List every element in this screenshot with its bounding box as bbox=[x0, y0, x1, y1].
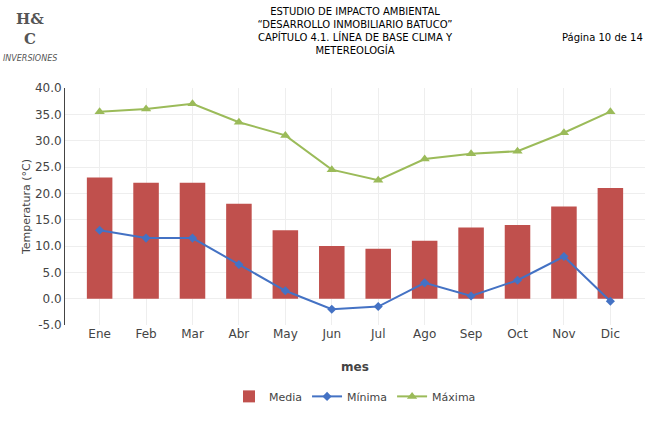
svg-text:35.0: 35.0 bbox=[35, 108, 62, 122]
svg-text:Ene: Ene bbox=[88, 327, 111, 341]
svg-text:Máxima: Máxima bbox=[432, 391, 475, 404]
svg-text:40.0: 40.0 bbox=[35, 81, 62, 95]
svg-text:Jun: Jun bbox=[321, 327, 341, 341]
svg-text:INVERSIONES: INVERSIONES bbox=[3, 54, 57, 63]
svg-text:ESTUDIO DE IMPACTO AMBIENTAL“D: ESTUDIO DE IMPACTO AMBIENTAL“DESARROLLO … bbox=[257, 6, 453, 56]
svg-text:Página 10 de 14: Página 10 de 14 bbox=[562, 32, 643, 43]
svg-text:Dic: Dic bbox=[601, 327, 620, 341]
svg-text:30.0: 30.0 bbox=[35, 134, 62, 148]
svg-text:Feb: Feb bbox=[135, 327, 156, 341]
svg-text:Sep: Sep bbox=[460, 327, 483, 341]
svg-text:Mar: Mar bbox=[181, 327, 204, 341]
svg-text:Oct: Oct bbox=[507, 327, 528, 341]
svg-text:Temperatura (°C): Temperatura (°C) bbox=[20, 159, 33, 255]
svg-text:Nov: Nov bbox=[552, 327, 575, 341]
svg-text:May: May bbox=[273, 327, 298, 341]
svg-text:20.0: 20.0 bbox=[35, 187, 62, 201]
svg-text:Mínima: Mínima bbox=[347, 391, 387, 404]
svg-text:10.0: 10.0 bbox=[35, 239, 62, 253]
svg-text:Abr: Abr bbox=[229, 327, 250, 341]
svg-text:5.0: 5.0 bbox=[43, 266, 62, 280]
svg-text:Media: Media bbox=[269, 391, 302, 404]
svg-text:mes: mes bbox=[341, 360, 369, 374]
svg-text:-5.0: -5.0 bbox=[38, 318, 61, 332]
svg-text:Jul: Jul bbox=[370, 327, 385, 341]
svg-text:0.0: 0.0 bbox=[43, 292, 62, 306]
svg-text:H&C: H&C bbox=[16, 10, 44, 48]
svg-text:25.0: 25.0 bbox=[35, 160, 62, 174]
svg-text:15.0: 15.0 bbox=[35, 213, 62, 227]
svg-text:Ago: Ago bbox=[413, 327, 436, 341]
